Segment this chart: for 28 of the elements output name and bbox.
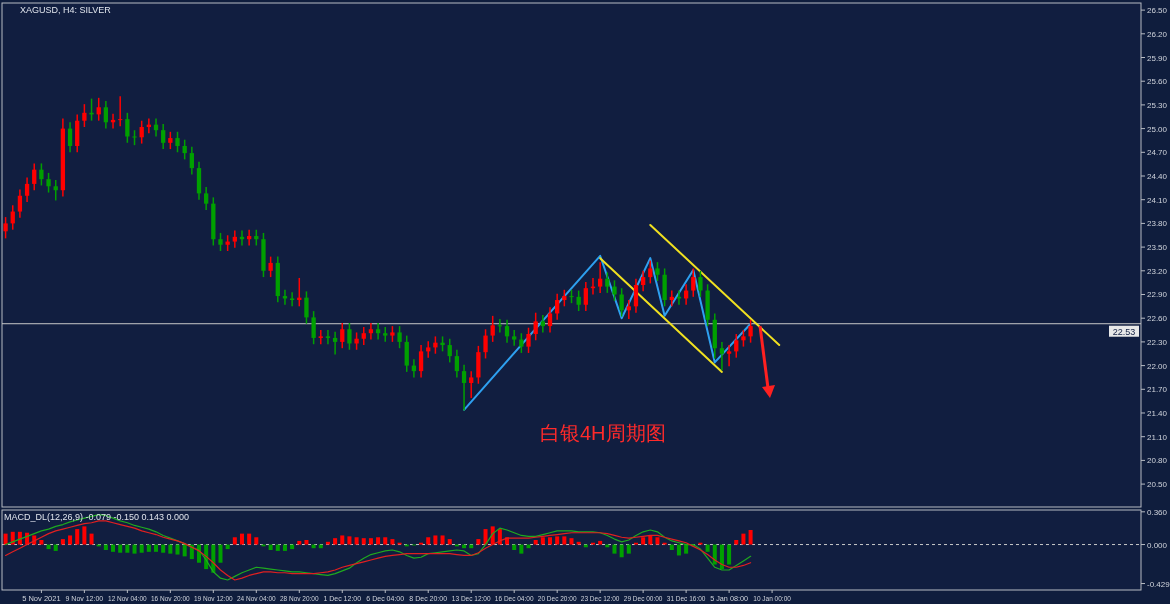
y-tick-label: 25.30 [1147, 100, 1168, 110]
y-tick-label: 25.60 [1147, 77, 1168, 87]
y-tick-label: 22.00 [1147, 361, 1168, 371]
y-tick-label: 20.80 [1147, 456, 1168, 466]
ref-line-label: 22.53 [1112, 326, 1136, 337]
y-tick-label: 24.70 [1147, 148, 1168, 158]
y-tick-label: 21.10 [1147, 432, 1168, 442]
y-tick-label: 26.20 [1147, 29, 1168, 39]
chart-title: XAGUSD, H4: SILVER [20, 5, 112, 15]
y-tick-label: 25.00 [1147, 124, 1168, 134]
y-tick-label: 26.50 [1147, 6, 1168, 16]
y-tick-label: 21.70 [1147, 385, 1168, 395]
y-tick-label: 23.80 [1147, 219, 1168, 229]
annotation: 白银4H周期图 [540, 422, 666, 444]
y-tick-label: 23.20 [1147, 266, 1168, 276]
y-tick-label: -0.429 [1147, 579, 1170, 589]
y-tick-label: 0.360 [1147, 507, 1168, 517]
y-tick-label: 0.000 [1147, 540, 1168, 550]
y-tick-label: 25.90 [1147, 53, 1168, 63]
y-tick-label: 22.30 [1147, 337, 1168, 347]
y-tick-label: 24.40 [1147, 172, 1168, 181]
y-tick-label: 23.50 [1147, 243, 1168, 253]
y-tick-label: 22.90 [1147, 290, 1168, 300]
y-tick-label: 21.40 [1147, 408, 1168, 418]
y-tick-label: 24.10 [1147, 195, 1168, 205]
y-tick-label: 22.60 [1147, 314, 1168, 324]
chart-title: MACD_DL(12,26,9) -0.079 -0.150 0.143 0.000 [4, 512, 190, 522]
y-tick-label: 20.50 [1147, 480, 1168, 490]
